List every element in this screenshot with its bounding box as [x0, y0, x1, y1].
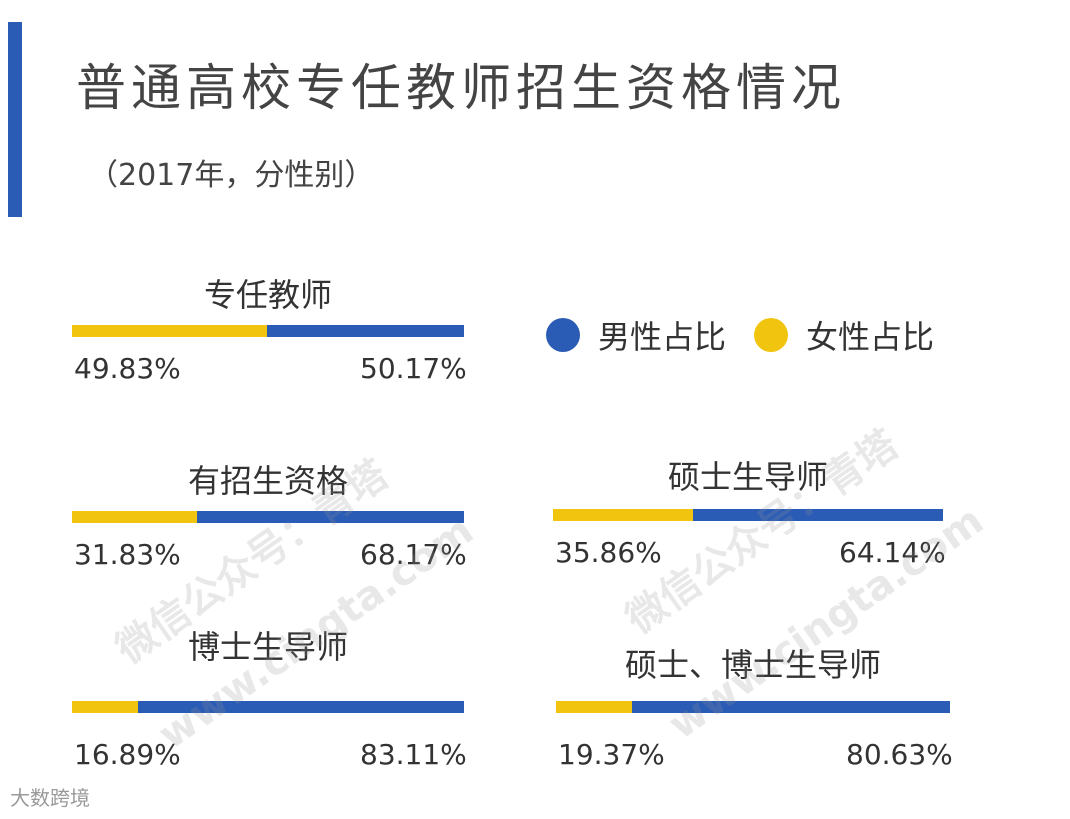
- category-label: 硕士生导师: [667, 458, 828, 496]
- value-label-male: 83.11%: [360, 738, 467, 771]
- bar-segment-female: [72, 511, 197, 523]
- stacked-bar: [72, 701, 464, 713]
- legend-label-male: 男性占比: [598, 318, 727, 356]
- legend-dot-female: [754, 318, 789, 352]
- value-label-female: 19.37%: [558, 738, 665, 771]
- bar-segment-male: [138, 701, 464, 713]
- legend: 男性占比 女性占比: [546, 312, 962, 358]
- bar-segment-female: [556, 701, 633, 713]
- page-subtitle: （2017年，分性别）: [88, 158, 375, 193]
- value-label-female: 16.89%: [74, 738, 181, 771]
- bar-segment-female: [72, 325, 268, 337]
- legend-item-female: 女性占比: [754, 312, 934, 358]
- category-label: 专任教师: [203, 276, 332, 314]
- bar-segment-male: [632, 701, 950, 713]
- legend-dot-male: [546, 318, 580, 352]
- value-label-male: 64.14%: [839, 536, 946, 569]
- legend-item-male: 男性占比: [546, 312, 726, 358]
- value-label-female: 35.86%: [555, 536, 662, 569]
- category-label: 硕士、博士生导师: [624, 646, 881, 684]
- stacked-bar: [72, 325, 464, 337]
- bar-segment-female: [72, 701, 139, 713]
- value-label-female: 49.83%: [74, 352, 181, 385]
- footer-logo: 大数跨境: [10, 786, 90, 810]
- stacked-bar: [556, 701, 950, 713]
- accent-bar: [8, 22, 22, 217]
- page-title: 普通高校专任教师招生资格情况: [76, 59, 846, 117]
- stacked-bar: [553, 509, 943, 521]
- bar-segment-male: [692, 509, 943, 521]
- value-label-male: 68.17%: [360, 538, 467, 571]
- value-label-female: 31.83%: [74, 538, 181, 571]
- bar-segment-female: [553, 509, 693, 521]
- value-label-male: 80.63%: [846, 738, 953, 771]
- category-label: 博士生导师: [187, 628, 348, 666]
- stacked-bar: [72, 511, 464, 523]
- bar-segment-male: [267, 325, 464, 337]
- bar-segment-male: [196, 511, 464, 523]
- legend-label-female: 女性占比: [806, 318, 935, 356]
- category-label: 有招生资格: [187, 462, 348, 500]
- value-label-male: 50.17%: [360, 352, 467, 385]
